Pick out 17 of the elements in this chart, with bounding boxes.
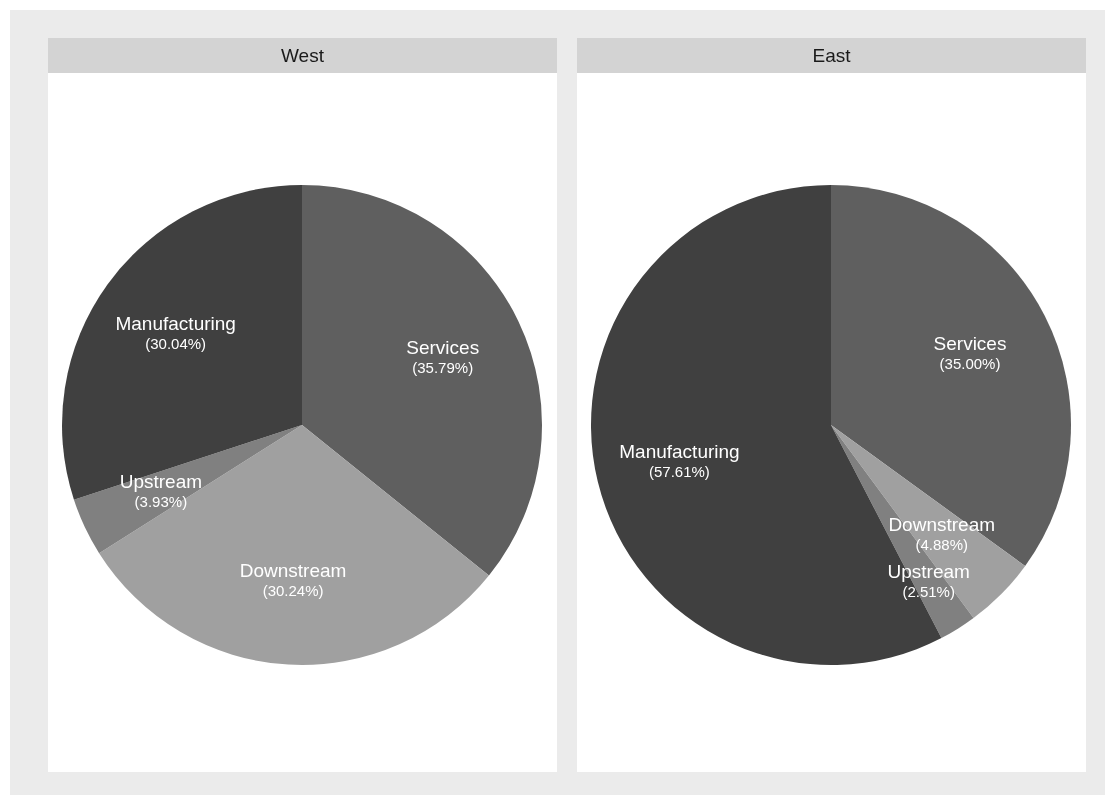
- slice-label: Downstream: [239, 559, 347, 581]
- slice-label: Manufacturing: [115, 312, 236, 334]
- chart-title: East: [577, 38, 1086, 73]
- slice-label: Upstream: [887, 561, 970, 583]
- slice-label: Manufacturing: [619, 441, 740, 463]
- chart-title: West: [48, 38, 557, 73]
- data-label: (4.88%): [915, 536, 968, 554]
- data-label: (30.04%): [145, 334, 207, 352]
- data-label: (57.61%): [649, 463, 710, 481]
- slice-label: Services: [933, 333, 1007, 355]
- slice-label: Upstream: [119, 470, 203, 492]
- data-label: (30.24%): [262, 581, 324, 599]
- slice-label: Services: [406, 336, 480, 358]
- data-label: (2.51%): [902, 583, 955, 601]
- data-label: (35.79%): [412, 358, 474, 376]
- data-label: (3.93%): [134, 492, 188, 510]
- data-label: (35.00%): [939, 355, 1001, 373]
